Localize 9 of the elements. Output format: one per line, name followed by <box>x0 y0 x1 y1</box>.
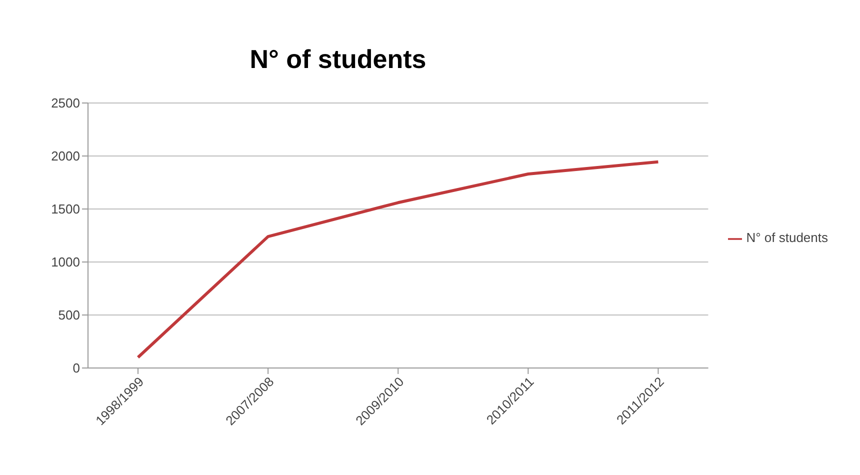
y-tick-label: 1000 <box>51 254 80 270</box>
y-tick-label: 1500 <box>51 202 80 217</box>
line-series <box>136 160 660 359</box>
legend-label: N° of students <box>746 230 828 246</box>
chart-title: N° of students <box>248 44 428 75</box>
y-tick-label: 2000 <box>51 148 80 164</box>
y-tick-label: 2500 <box>51 96 80 111</box>
y-tick-label: 500 <box>58 308 80 323</box>
y-tick-label: 0 <box>72 360 80 376</box>
